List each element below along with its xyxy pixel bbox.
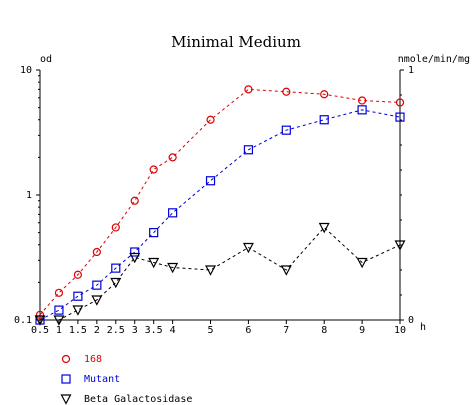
chart-marks: 0.5 1 1.5 2 2.5 3 3.5 4 5 6 7 8 9 100.111001168Mutant… — [14, 65, 414, 405]
series-0-point — [206, 115, 215, 124]
series-0-point — [73, 270, 82, 279]
series-2-point — [148, 257, 160, 269]
legend-marker — [61, 354, 71, 364]
legend-marker — [61, 374, 71, 384]
legend-marker — [60, 394, 72, 405]
series-0-point — [54, 288, 64, 297]
series-2-point — [242, 242, 254, 254]
series-2-point — [53, 315, 65, 326]
series-1-point — [281, 125, 291, 135]
y-axis-label-right: nmole/min/mg — [398, 54, 470, 65]
y-tick-label-left: 1 — [26, 190, 32, 201]
legend-label: Beta Galactosidase — [84, 394, 192, 405]
y-tick-label-left: 0.1 — [14, 315, 32, 326]
series-0-point — [358, 96, 367, 105]
series-1-point — [357, 105, 367, 115]
x-tick-label: 3.5 — [145, 325, 163, 336]
series-0-point — [320, 90, 329, 99]
series-line-0 — [39, 88, 401, 316]
series-1-point — [54, 305, 64, 315]
series-2-point — [394, 240, 406, 251]
series-1-point — [319, 115, 329, 125]
series-0-point — [149, 165, 158, 174]
legend-label: Mutant — [84, 374, 120, 385]
series-0-point — [111, 223, 120, 232]
x-tick-label: 5 — [208, 325, 214, 336]
series-2-point — [280, 265, 292, 276]
series-0-point — [168, 153, 177, 162]
series-0-point — [244, 85, 253, 94]
y-tick-label-right: 1 — [408, 65, 414, 76]
y-axis-label-left: od — [40, 54, 52, 65]
series-1-point — [92, 280, 102, 290]
series-1-point — [243, 145, 254, 155]
series-2-point — [356, 257, 368, 269]
series-0-point — [130, 196, 139, 205]
x-tick-label: 9 — [359, 325, 365, 336]
x-tick-label: 1 — [56, 325, 62, 336]
series-1-point — [130, 247, 140, 257]
series-1-point — [111, 263, 121, 273]
x-tick-label: 0.5 — [31, 325, 49, 336]
x-axis-unit-label: h — [420, 322, 426, 333]
x-tick-label: 4 — [170, 325, 176, 336]
series-line-2 — [40, 226, 401, 321]
series-1-point — [395, 112, 405, 122]
series-2-point — [91, 295, 103, 306]
x-tick-label: 2.5 — [107, 325, 125, 336]
series-2-point — [72, 305, 84, 316]
series-0-point — [92, 247, 101, 257]
series-0-point — [282, 87, 291, 96]
x-tick-label: 10 — [394, 325, 406, 336]
x-tick-label: 8 — [321, 325, 327, 336]
series-2-point — [318, 222, 330, 234]
series-1-point — [205, 176, 216, 186]
x-tick-label: 7 — [283, 325, 289, 336]
series-1-point — [168, 208, 178, 218]
x-tick-label: 3 — [132, 325, 138, 336]
series-1-point — [149, 228, 159, 238]
series-line-1 — [39, 109, 401, 321]
series-1-point — [73, 291, 83, 301]
x-tick-label: 2 — [94, 325, 100, 336]
series-2-point — [129, 252, 141, 264]
series-2-point — [167, 262, 179, 274]
chart-title: Minimal Medium — [171, 33, 301, 51]
legend-label: 168 — [84, 354, 102, 365]
y-tick-label-right: 0 — [408, 315, 414, 326]
series-0-point — [35, 310, 45, 319]
series-2-point — [110, 277, 122, 289]
series-2-point — [34, 315, 46, 326]
x-tick-label: 6 — [245, 325, 251, 336]
series-0-point — [395, 98, 405, 107]
series-2-point — [205, 265, 217, 276]
y-tick-label-left: 10 — [20, 65, 32, 76]
x-tick-label: 1.5 — [69, 325, 87, 336]
